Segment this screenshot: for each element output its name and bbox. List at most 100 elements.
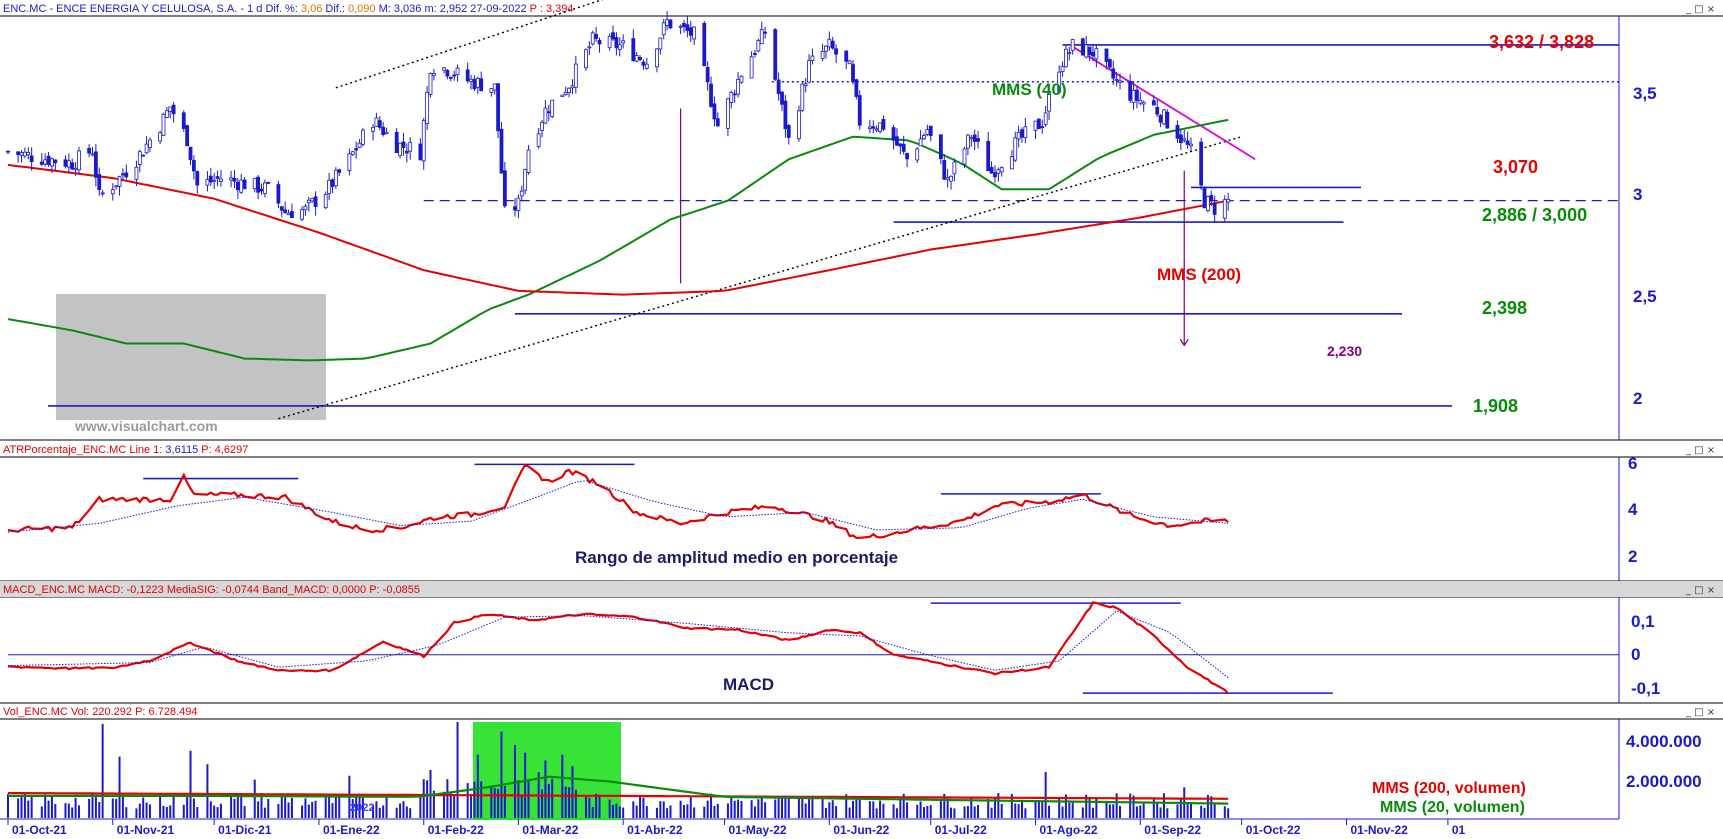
volume-bar [253, 779, 256, 818]
volume-bar [27, 800, 30, 818]
date-label: 01-Ago-22 [1040, 823, 1098, 837]
level-label-1908: 1,908 [1473, 396, 1518, 416]
candle-body [989, 167, 994, 174]
candle-body [1087, 46, 1092, 56]
candle-body [986, 140, 991, 172]
candle-body [452, 74, 457, 77]
candle-body [1162, 109, 1166, 125]
volume-bar [453, 796, 456, 818]
volume-bar [679, 800, 682, 818]
volume-bar [260, 794, 263, 818]
date-label: 01-Mar-22 [522, 823, 578, 837]
candle-body [962, 148, 967, 165]
volume-bar [307, 804, 310, 818]
candle-body [144, 143, 149, 154]
candle-body [418, 143, 423, 161]
vol-window-controls[interactable]: _ □ × [1685, 707, 1715, 718]
candle-body [134, 166, 139, 180]
candle-body [357, 142, 362, 148]
volume-bar [750, 800, 753, 818]
volume-bar [17, 798, 20, 818]
candle-body [874, 128, 879, 131]
candle-body [313, 196, 318, 207]
macd-window-controls[interactable]: _ □ × [1685, 585, 1715, 596]
channel-upper-line [335, 0, 604, 89]
volume-bar [1068, 802, 1071, 818]
candle-body [1033, 120, 1038, 131]
volume-bar [797, 796, 800, 818]
volume-bar [1166, 808, 1169, 818]
volume-bar [693, 807, 696, 818]
volume-bar [1024, 808, 1027, 818]
candle-body [1131, 89, 1136, 103]
candle-body [1118, 80, 1122, 83]
candle-body [100, 192, 105, 195]
price-panel-header: ENC.MC - ENCE ENERGIA Y CELULOSA, S.A. -… [3, 3, 573, 15]
macd-tick: -0,1 [1631, 679, 1660, 698]
atr-window-controls[interactable]: _ □ × [1685, 445, 1715, 456]
candle-body [252, 177, 257, 190]
volume-bar [67, 803, 70, 818]
volume-bar [1000, 803, 1003, 818]
candle-body [905, 153, 909, 160]
volume-bar [456, 722, 459, 818]
macd-axis: 0,1 0 -0,1 [1631, 612, 1660, 698]
candle-body [401, 141, 406, 148]
volume-bar [98, 802, 101, 818]
candle-body [634, 55, 639, 62]
candle-body [377, 120, 382, 128]
candle-body [337, 169, 342, 173]
volume-bar [301, 805, 304, 818]
candle-body [1111, 68, 1116, 79]
candle-body [519, 190, 524, 197]
candle-body [797, 110, 801, 140]
candle-body [898, 143, 903, 147]
candle-body [431, 73, 436, 76]
volume-bar [375, 801, 378, 818]
volume-bar [290, 797, 293, 818]
candle-body [333, 169, 338, 187]
volume-bar [304, 798, 307, 818]
volume-bar [740, 801, 743, 818]
candle-body [563, 92, 568, 95]
volume-bar [1139, 805, 1142, 818]
volume-bar [233, 798, 236, 818]
candle-body [922, 135, 926, 140]
volume-bar [1135, 806, 1138, 818]
volume-bar [324, 795, 327, 818]
volume-bar [584, 795, 587, 818]
volume-bar [125, 807, 128, 818]
volume-bar [54, 803, 57, 818]
candle-body [283, 209, 288, 214]
candle-body [573, 63, 578, 88]
volume-bar [30, 796, 33, 818]
candle-body [996, 169, 1001, 174]
volume-bar [710, 793, 713, 818]
candle-body [756, 40, 761, 52]
price-tick: 3,5 [1633, 84, 1657, 103]
macd-series-line [7, 601, 1230, 695]
volume-bar [1017, 804, 1020, 818]
volume-bar [480, 781, 483, 818]
candle-body [1047, 93, 1051, 112]
candle-body [993, 172, 997, 178]
volume-bar [916, 804, 919, 818]
candle-body [1067, 52, 1072, 54]
candle-body [66, 160, 71, 168]
candle-body [567, 87, 571, 94]
candle-body [350, 151, 355, 156]
price-window-controls[interactable]: _ □ × [1685, 4, 1715, 15]
volume-bar [612, 804, 615, 818]
candle-body [543, 107, 548, 124]
volume-bar [206, 764, 209, 818]
candle-body [465, 69, 470, 82]
volume-ma-line [7, 791, 1229, 800]
candle-body [39, 161, 44, 165]
candle-body [1057, 71, 1062, 93]
candle-body [93, 151, 98, 178]
candle-body [310, 198, 315, 202]
volume-bar [449, 791, 452, 818]
candle-body [205, 179, 210, 186]
volume-bar [639, 795, 642, 818]
volume-bar [355, 794, 358, 818]
